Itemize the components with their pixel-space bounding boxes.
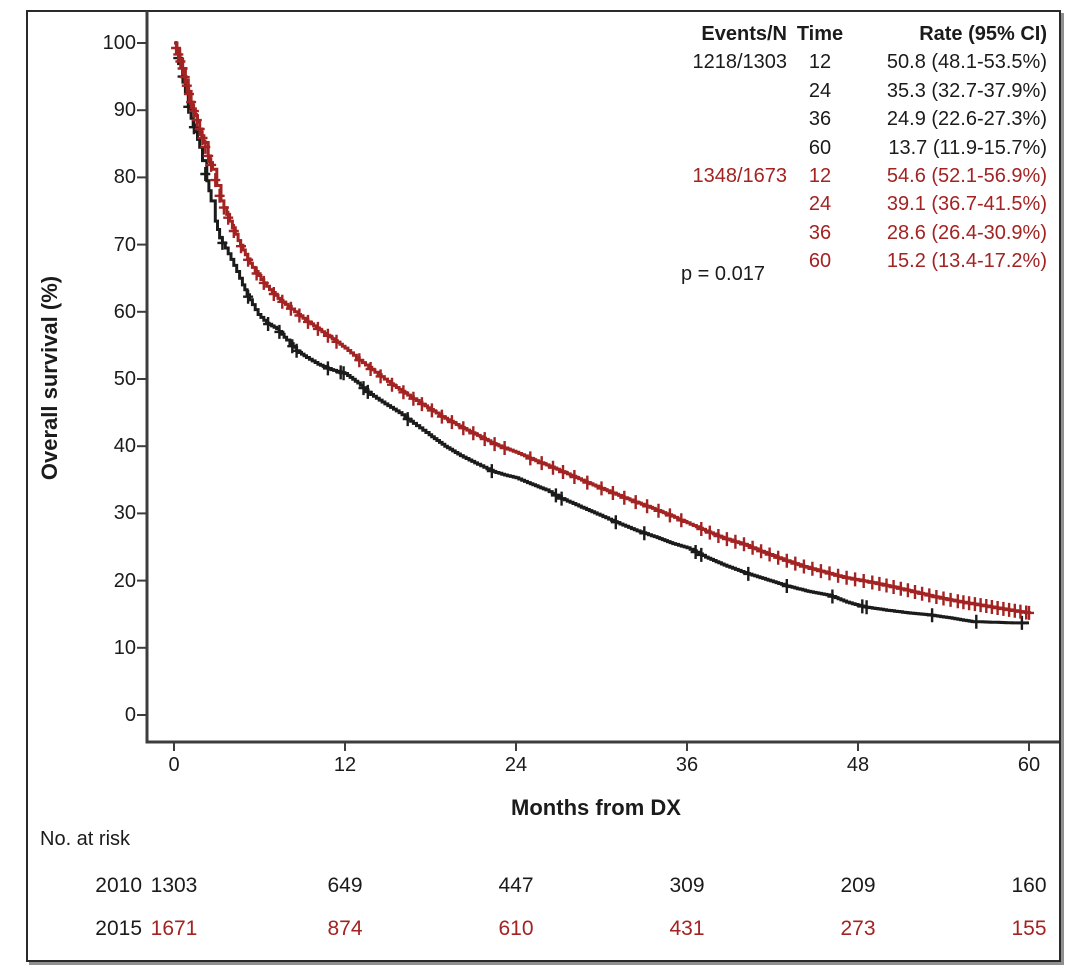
p-value: p = 0.017	[681, 263, 765, 285]
legend-rows: 1218/1303 12 50.8 (48.1-53.5%) 24 35.3 (32.7…	[655, 48, 1047, 275]
risk-table-label: No. at risk	[40, 828, 131, 850]
y-tick-label: 50	[113, 368, 136, 390]
legend-row-2010-60: 60 13.7 (11.9-15.7%)	[655, 134, 1047, 162]
legend-time: 60	[808, 250, 832, 273]
y-tick-label: 80	[113, 166, 136, 189]
legend-rate: 35.3 (32.7-37.9%)	[886, 79, 1047, 102]
figure-border	[26, 10, 1061, 962]
risk-value-2010-m0: 1303	[150, 874, 198, 897]
y-tick-label: 20	[113, 569, 136, 592]
x-axis-title: Months from DX	[511, 795, 681, 820]
risk-value-2015-m36: 431	[669, 917, 705, 940]
risk-value-2010-m24: 447	[498, 874, 534, 897]
risk-value-2015-m24: 610	[498, 917, 534, 940]
y-tick-label: 100	[102, 32, 136, 54]
legend-header-time: Time	[796, 23, 844, 45]
legend-time: 24	[808, 79, 832, 102]
y-tick-label: 10	[113, 636, 136, 659]
legend-row-2015-12: 1348/1673 12 54.6 (52.1-56.9%)	[655, 162, 1047, 190]
legend-rate: 54.6 (52.1-56.9%)	[886, 165, 1047, 188]
x-tick-label: 24	[504, 754, 528, 776]
legend-row-2010-12: 1218/1303 12 50.8 (48.1-53.5%)	[655, 48, 1047, 76]
risk-value-2010-m48: 209	[840, 874, 876, 897]
legend-rate: 13.7 (11.9-15.7%)	[888, 136, 1047, 159]
legend-events-n	[655, 190, 787, 218]
risk-row-label-2010: 2010	[95, 874, 142, 897]
legend-time: 12	[808, 165, 832, 188]
legend-rate: 39.1 (36.7-41.5%)	[886, 193, 1047, 216]
risk-value-2010-m60: 160	[1011, 874, 1047, 897]
x-tick-label: 0	[168, 754, 180, 776]
legend-events-n	[655, 134, 787, 162]
y-tick-label: 70	[113, 233, 136, 256]
legend-events-n	[655, 105, 787, 133]
legend-time: 60	[808, 136, 832, 159]
risk-value-2015-m48: 273	[840, 917, 876, 940]
legend-header-events: Events/N	[701, 23, 787, 45]
y-tick-label: 90	[113, 99, 136, 122]
y-tick-label: 60	[113, 300, 136, 323]
legend-row-2015-36: 36 28.6 (26.4-30.9%)	[655, 219, 1047, 247]
legend-header-rate: Rate (95% CI)	[919, 23, 1047, 45]
legend-events-n: 1218/1303	[692, 51, 787, 74]
legend-row-2010-24: 24 35.3 (32.7-37.9%)	[655, 77, 1047, 105]
legend-row-2010-36: 36 24.9 (22.6-27.3%)	[655, 105, 1047, 133]
risk-value-2015-m12: 874	[327, 917, 363, 940]
legend-row-2015-24: 24 39.1 (36.7-41.5%)	[655, 190, 1047, 218]
risk-value-2010-m36: 309	[669, 874, 705, 897]
legend-rate: 24.9 (22.6-27.3%)	[886, 108, 1047, 131]
legend-time: 24	[808, 193, 832, 216]
x-tick-label: 12	[333, 754, 357, 776]
risk-row-label-2015: 2015	[95, 917, 142, 940]
risk-value-2015-m60: 155	[1011, 917, 1047, 940]
x-tick-label: 48	[846, 754, 870, 776]
legend-rate: 15.2 (13.4-17.2%)	[886, 250, 1047, 273]
y-tick-label: 40	[113, 435, 136, 458]
risk-value-2015-m0: 1671	[150, 917, 198, 940]
legend-time: 36	[808, 108, 832, 131]
y-axis-title: Overall survival (%)	[37, 275, 62, 481]
legend-header-row: Events/N Time Rate (95% CI)	[655, 20, 1047, 48]
legend-rate: 28.6 (26.4-30.9%)	[886, 221, 1047, 244]
km-curve-2010	[174, 41, 1029, 625]
x-tick-label: 36	[675, 754, 699, 776]
survival-rate-legend: Events/N Time Rate (95% CI) 1218/1303 12 5…	[655, 20, 1047, 276]
y-tick-label: 30	[113, 502, 136, 525]
legend-events-n	[655, 219, 787, 247]
censor-marks-2015	[171, 41, 1034, 620]
legend-events-n: 1348/1673	[692, 165, 787, 188]
legend-time: 36	[808, 221, 832, 244]
legend-rate: 50.8 (48.1-53.5%)	[886, 51, 1047, 74]
x-tick-label: 60	[1017, 754, 1041, 776]
risk-value-2010-m12: 649	[327, 874, 363, 897]
y-tick-label: 0	[124, 704, 136, 726]
legend-time: 12	[808, 51, 832, 74]
legend-row-2015-60: 60 15.2 (13.4-17.2%)	[655, 247, 1047, 275]
legend-events-n	[655, 77, 787, 105]
